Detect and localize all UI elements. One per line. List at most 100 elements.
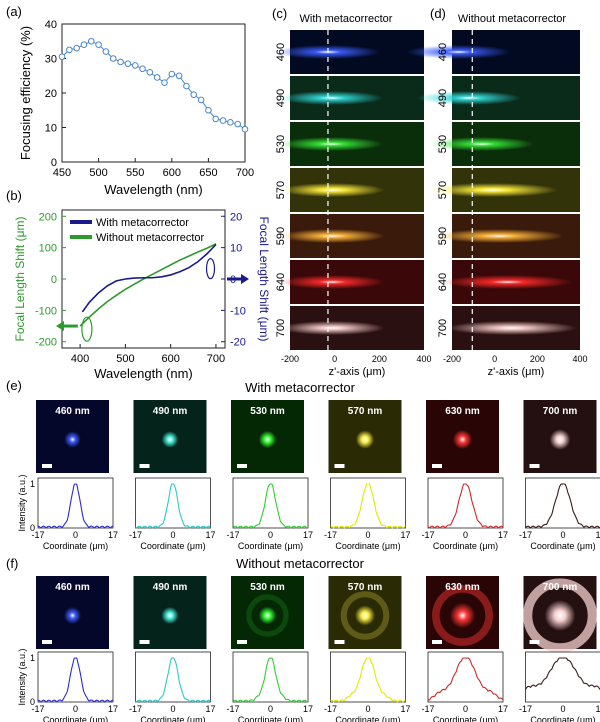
wavelength-row-label: 490 [437,89,449,107]
data-point [102,48,110,55]
wavelength-label: 460 nm [55,406,90,417]
scale-bar [334,640,345,644]
wavelength-row-label: 590 [275,227,287,245]
intensity-plot-frame [135,477,211,529]
wavelength-label: 630 nm [445,406,480,417]
y-left-tick-label: -200 [35,337,57,349]
focal-spot [258,606,277,625]
y-tick-label: 10 [45,123,57,135]
wavelength-row-label: 490 [275,89,287,107]
intensity-plot-frame [330,651,406,703]
x-axis-title: Coordinate (μm) [140,541,205,551]
intensity-profile [37,657,114,703]
y-right-tick-label: 10 [230,243,242,255]
green-series-marker-ellipse [81,316,93,342]
wavelength-row-label: 460 [275,43,287,61]
x-tick-label: 17 [595,530,600,540]
efficiency-line [61,40,246,130]
x-tick-label: 17 [303,704,313,714]
y-tick-label: 0 [30,697,35,707]
x-tick-label: 17 [205,530,215,540]
intensity-profile [232,483,309,529]
wavelength-label: 530 nm [250,582,285,593]
x-tick-label: 700 [236,167,254,179]
focal-spot [258,430,277,449]
y-right-tick-label: -10 [230,305,246,317]
data-point [168,70,176,78]
panel-d-label: (d) [430,6,446,21]
data-point [175,72,183,80]
y-right-tick-label: 20 [230,211,242,223]
y-right-axis-title: Focal Length Shift (μm) [257,217,271,342]
data-point [161,79,168,86]
x-tick-label: 17 [205,704,215,714]
side-lobe-ring [246,594,289,637]
x-tick-label: 0 [365,530,370,540]
focal-spot [280,229,385,243]
y-tick-label: 0 [30,523,35,533]
data-point [80,41,88,49]
navy-series-marker-ellipse [205,258,216,280]
wavelength-row-label: 460 [437,43,449,61]
focal-spot [446,321,577,335]
scale-bar [529,640,540,644]
x-tick-label: -200 [281,354,299,364]
efficiency-chart: 450 500 550 600 650 700 0 10 20 30 40 Wavelength (n… [18,19,254,197]
data-point [87,37,95,45]
x-tick-label: -17 [129,530,142,540]
x-axis-title: Coordinate (μm) [238,541,303,551]
wavelength-label: 460 nm [55,582,90,593]
x-tick-label: 400 [416,354,431,364]
x-axis-title: Coordinate (μm) [140,715,205,722]
x-axis-title: Coordinate (μm) [335,715,400,722]
intensity-profile [135,657,211,703]
data-point [66,46,73,54]
x-tick-label: 650 [199,167,217,179]
intensity-plot-frame [330,477,406,529]
y-left-axis-title: Focal Length Shift (μm) [13,217,27,342]
panel-f-label: (f) [6,556,18,571]
wavelength-row-label: 640 [437,273,449,291]
x-tick-label: 17 [108,704,118,714]
intensity-profile [525,657,600,690]
x-tick-label: 0 [560,704,565,714]
data-point [197,96,205,104]
x-axis-title: Wavelength (nm) [104,182,203,197]
x-tick-label: 0 [463,704,468,714]
intensity-plot-frame [525,477,600,529]
x-tick-label: -17 [324,530,337,540]
focal-spot [280,275,385,289]
focal-spot [544,600,576,631]
focal-spot [280,183,385,197]
wavelength-row-label: 590 [437,227,449,245]
x-axis-title: Coordinate (μm) [433,541,498,551]
intensity-plot-frame [232,651,309,703]
x-tick-label: -17 [226,530,239,540]
y-left-tick-label: 200 [39,211,57,223]
x-tick-label: 0 [560,530,565,540]
y-tick-label: 20 [45,88,57,100]
x-tick-label: 0 [268,530,273,540]
green-arrowhead [56,321,64,332]
side-lobe-ring [523,578,597,653]
scale-bar [42,640,52,644]
x-tick-label: 17 [498,530,508,540]
data-point [109,55,117,62]
focal-spot [406,45,511,59]
with-metacorrector-heatmaps: 460 490 530 570 590 640 700 -200 0 200 400 z'-axis … [275,30,432,378]
x-tick-label: -200 [443,354,461,364]
wavelength-row-label: 570 [275,181,287,199]
data-point [212,115,220,123]
wavelength-label: 530 nm [250,406,285,417]
x-tick-label: -17 [226,704,239,714]
data-point [205,106,212,114]
intensity-profile [330,483,406,529]
focal-spot [452,429,473,450]
focal-spot [429,137,534,151]
scale-bar [432,464,442,468]
wavelength-label: 630 nm [445,582,480,593]
x-tick-label: 0 [170,530,175,540]
scale-bar [432,640,442,644]
intensity-profile [330,657,406,703]
